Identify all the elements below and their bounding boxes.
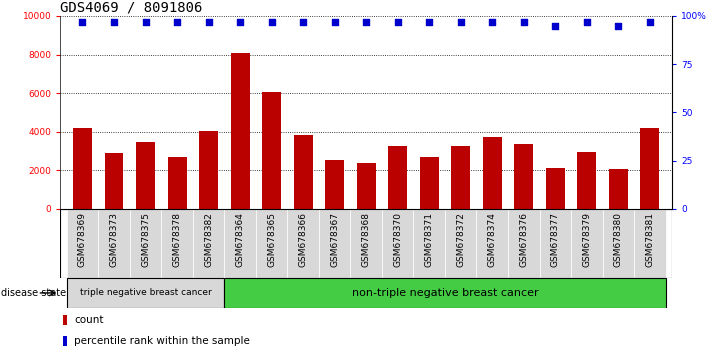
Text: GSM678369: GSM678369	[78, 212, 87, 267]
Bar	[634, 209, 665, 278]
Point	[486, 19, 498, 24]
Bar	[540, 209, 571, 278]
Bar	[161, 209, 193, 278]
Bar	[98, 209, 130, 278]
Text: disease state: disease state	[1, 288, 66, 298]
Point	[613, 23, 624, 28]
Bar	[641, 128, 659, 209]
Text: GSM678373: GSM678373	[109, 212, 119, 267]
Text: GSM678370: GSM678370	[393, 212, 402, 267]
Text: GSM678379: GSM678379	[582, 212, 592, 267]
Point	[424, 19, 435, 24]
Bar	[508, 209, 540, 278]
Text: GSM678366: GSM678366	[299, 212, 308, 267]
Bar	[136, 142, 155, 209]
Bar	[67, 209, 98, 278]
Text: GSM678376: GSM678376	[519, 212, 528, 267]
Point	[329, 19, 341, 24]
Text: GSM678378: GSM678378	[173, 212, 181, 267]
Bar	[230, 53, 250, 209]
Bar	[609, 169, 628, 209]
Bar	[73, 128, 92, 209]
Bar	[168, 157, 186, 209]
Text: GSM678371: GSM678371	[424, 212, 434, 267]
Text: GSM678374: GSM678374	[488, 212, 497, 267]
Point	[235, 19, 246, 24]
Text: GSM678368: GSM678368	[362, 212, 370, 267]
Text: GSM678372: GSM678372	[456, 212, 465, 267]
Bar	[63, 315, 68, 325]
Bar	[256, 209, 287, 278]
Point	[203, 19, 214, 24]
Text: GSM678375: GSM678375	[141, 212, 150, 267]
Text: GSM678380: GSM678380	[614, 212, 623, 267]
Text: GSM678364: GSM678364	[235, 212, 245, 267]
Text: GSM678367: GSM678367	[330, 212, 339, 267]
Bar	[388, 146, 407, 209]
Bar	[413, 209, 445, 278]
Bar	[451, 146, 470, 209]
Text: GSM678365: GSM678365	[267, 212, 276, 267]
Text: non-triple negative breast cancer: non-triple negative breast cancer	[352, 288, 538, 298]
Bar	[357, 162, 375, 209]
Bar	[445, 209, 476, 278]
Bar	[546, 169, 565, 209]
Bar	[105, 153, 124, 209]
Point	[140, 19, 151, 24]
Point	[108, 19, 119, 24]
Text: triple negative breast cancer: triple negative breast cancer	[80, 289, 211, 297]
Bar	[483, 137, 502, 209]
Bar	[130, 209, 161, 278]
Point	[455, 19, 466, 24]
Bar	[325, 160, 344, 209]
Bar	[67, 278, 225, 308]
Bar	[577, 152, 597, 209]
Bar	[419, 157, 439, 209]
Point	[171, 19, 183, 24]
Bar	[571, 209, 602, 278]
Bar	[193, 209, 225, 278]
Point	[77, 19, 88, 24]
Bar	[287, 209, 319, 278]
Point	[581, 19, 592, 24]
Text: GSM678377: GSM678377	[551, 212, 560, 267]
Point	[644, 19, 656, 24]
Bar	[225, 209, 256, 278]
Point	[518, 19, 530, 24]
Bar	[199, 131, 218, 209]
Point	[360, 19, 372, 24]
Text: count: count	[74, 315, 104, 325]
Bar	[63, 336, 68, 346]
Bar	[514, 144, 533, 209]
Bar	[294, 135, 313, 209]
Point	[550, 23, 561, 28]
Bar	[319, 209, 351, 278]
Point	[392, 19, 403, 24]
Bar	[262, 92, 281, 209]
Bar	[225, 278, 665, 308]
Bar	[476, 209, 508, 278]
Text: percentile rank within the sample: percentile rank within the sample	[74, 336, 250, 346]
Point	[297, 19, 309, 24]
Text: GSM678381: GSM678381	[646, 212, 654, 267]
Bar	[351, 209, 382, 278]
Bar	[602, 209, 634, 278]
Text: GDS4069 / 8091806: GDS4069 / 8091806	[60, 1, 203, 15]
Bar	[382, 209, 413, 278]
Text: GSM678382: GSM678382	[204, 212, 213, 267]
Point	[266, 19, 277, 24]
